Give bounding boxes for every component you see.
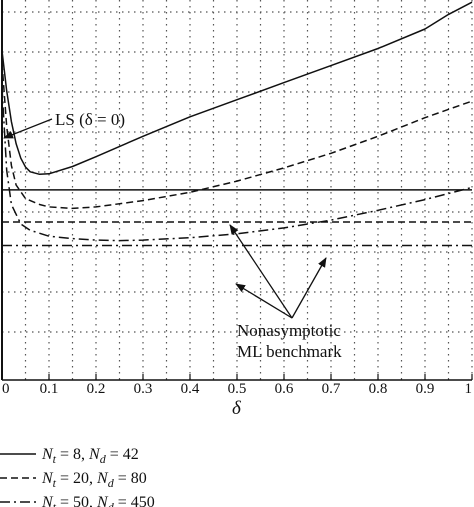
benchmark-arrow-3: [235, 283, 293, 319]
x-tick-label: 0.2: [87, 381, 106, 397]
legend: Nt = 8, Nd = 42 Nt = 20, Nd = 80 Nt = 50, …: [0, 446, 155, 507]
ls-arrow: [3, 118, 53, 139]
benchmark-arrow-1: [229, 224, 293, 319]
x-tick-label: 0.7: [322, 381, 341, 397]
series-line-1: [1, 1, 473, 176]
legend-label-1: Nt = 8, Nd = 42: [41, 446, 139, 466]
x-tick-label: 0.1: [40, 381, 59, 397]
axes: [1, 0, 473, 381]
x-tick-label: 0: [2, 381, 10, 397]
ls-annotation-label: LS (δ = 0): [55, 110, 125, 129]
x-tick-label: 1: [465, 381, 473, 397]
legend-label-2: Nt = 20, Nd = 80: [41, 470, 147, 490]
x-tick-label: 0.9: [416, 381, 435, 397]
x-tick-label: 0.6: [275, 381, 294, 397]
curves: [1, 1, 473, 242]
benchmark-arrow-2: [291, 257, 327, 319]
benchmark-lines: [2, 189, 472, 247]
series-line-3: [1, 87, 473, 242]
legend-label-3: Nt = 50, Nd = 450: [41, 494, 155, 507]
x-tick-label: 0.5: [228, 381, 247, 397]
benchmark-annotation-line2: ML benchmark: [237, 342, 342, 361]
x-tick-labels: 0 0.1 0.2 0.3 0.4 0.5 0.6 0.7 0.8 0.9 1: [2, 381, 472, 397]
annotations: LS (δ = 0) Nonasymptotic ML benchmark: [3, 110, 342, 361]
x-tick-label: 0.8: [369, 381, 388, 397]
series-line-2: [1, 63, 473, 210]
x-tick-label: 0.4: [181, 381, 200, 397]
benchmark-annotation-line1: Nonasymptotic: [237, 321, 341, 340]
x-tick-label: 0.3: [134, 381, 153, 397]
x-axis-title: δ: [232, 398, 242, 419]
